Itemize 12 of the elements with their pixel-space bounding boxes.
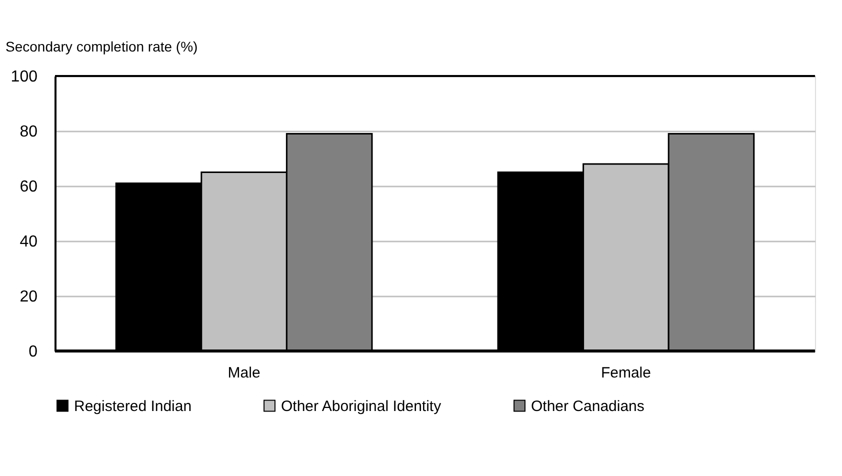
legend-label: Other Canadians: [531, 398, 644, 415]
legend-label: Other Aboriginal Identity: [281, 398, 442, 415]
y-tick-label: 0: [28, 344, 38, 360]
y-axis-title: Secondary completion rate (%): [6, 38, 198, 54]
y-tick-label: 40: [20, 234, 38, 250]
x-tick-label: Male: [228, 364, 260, 382]
y-tick-label: 20: [20, 288, 38, 306]
x-tick-label: Female: [600, 364, 651, 382]
y-tick-label: 80: [20, 124, 38, 140]
y-tick-label: 100: [10, 68, 38, 86]
legend-label: Registered Indian: [74, 398, 192, 415]
y-tick-label: 60: [20, 178, 38, 196]
